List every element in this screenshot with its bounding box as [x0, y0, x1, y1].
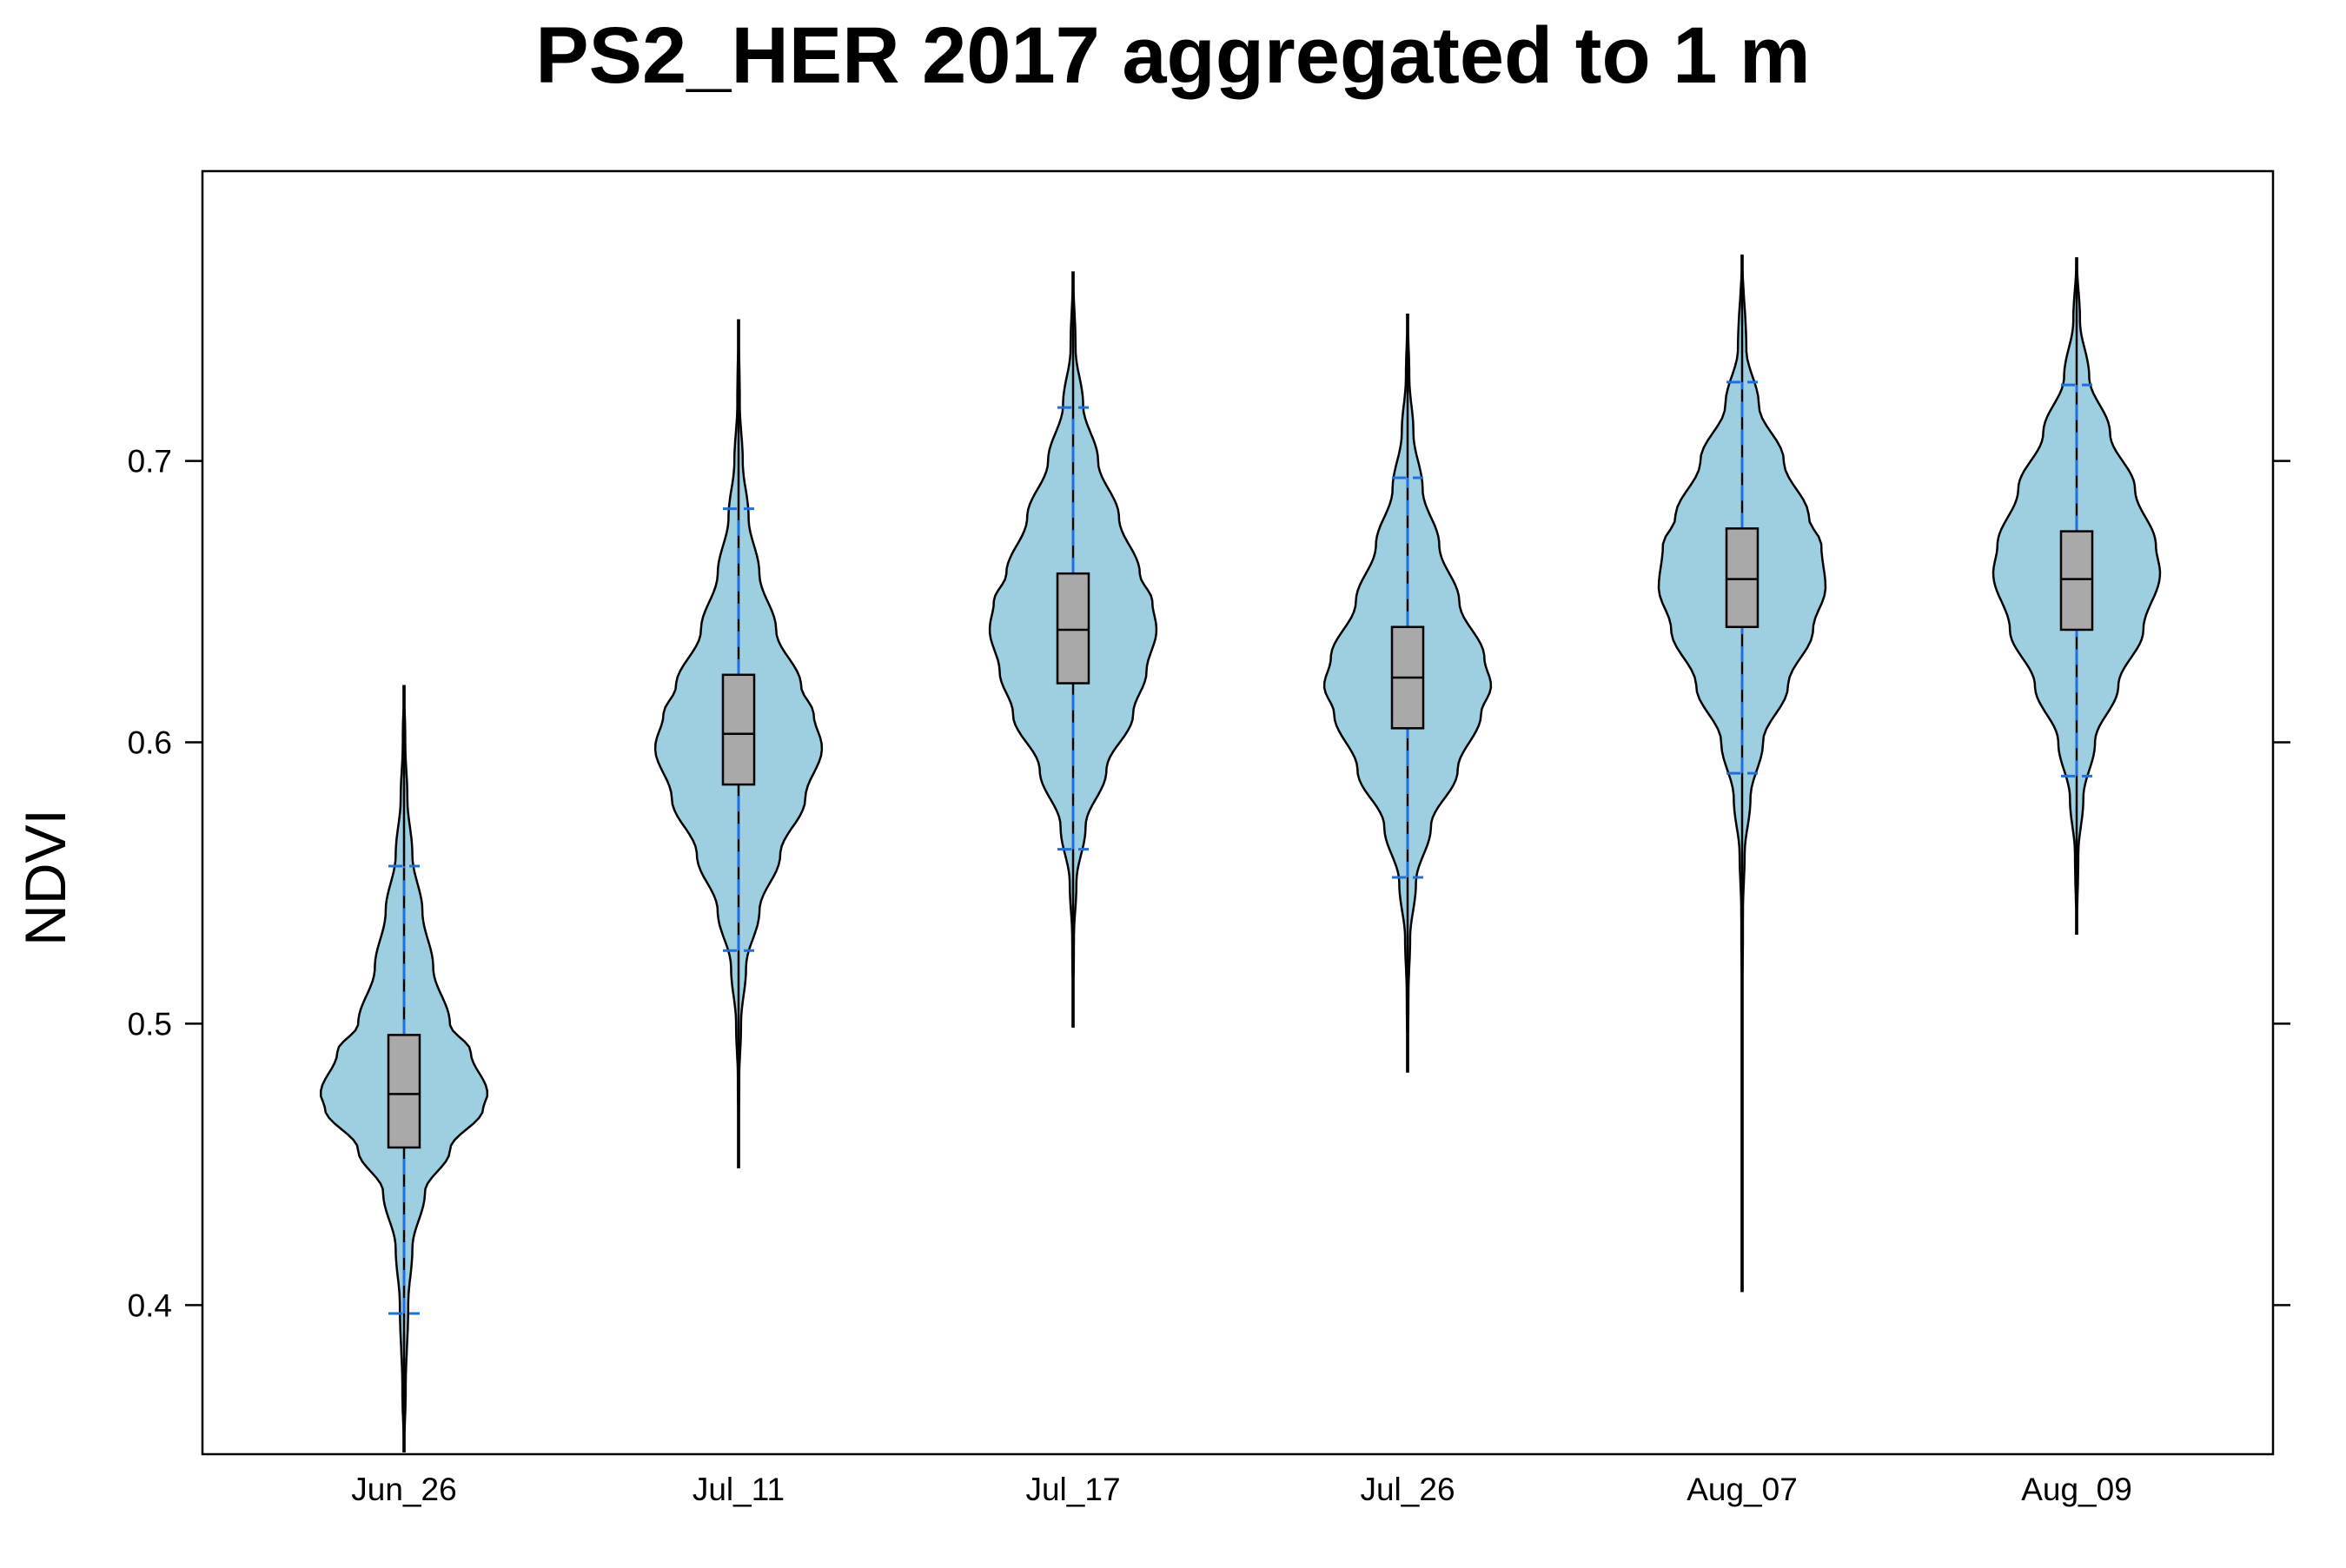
violin-jul-11 — [653, 319, 824, 1168]
x-axis: Jun_26 Jul_11 Jul_17 Jul_26 Aug_07 Aug_09 — [351, 1472, 2131, 1507]
violin-aug-09 — [1991, 257, 2162, 936]
box-iqr — [721, 673, 756, 786]
x-tick-label: Jun_26 — [351, 1472, 456, 1507]
x-tick-label: Aug_07 — [1687, 1472, 1798, 1507]
box-iqr — [2059, 530, 2094, 632]
x-tick-label: Jul_26 — [1360, 1472, 1455, 1507]
box-iqr — [1725, 527, 1760, 628]
box-iqr — [387, 1034, 421, 1149]
violin-jul-26 — [1322, 313, 1493, 1073]
y-tick-label: 0.7 — [128, 444, 172, 480]
violin-series — [319, 254, 2162, 1453]
y-tick-label: 0.6 — [128, 725, 172, 761]
y-tick-label: 0.5 — [128, 1006, 172, 1042]
x-tick-label: Jul_17 — [1025, 1472, 1120, 1507]
chart-title: PS2_HER 2017 aggregated to 1 m — [535, 11, 1810, 100]
violin-jun-26 — [319, 685, 489, 1453]
plot-frame — [201, 169, 2275, 1456]
x-tick-label: Jul_11 — [693, 1472, 785, 1507]
box-iqr — [1056, 572, 1090, 685]
violin-jul-17 — [988, 271, 1158, 1028]
violin-aug-07 — [1657, 254, 1827, 1293]
y-axis-label: NDVI — [13, 809, 77, 946]
x-tick-label: Aug_09 — [2021, 1472, 2132, 1507]
y-tick-label: 0.4 — [128, 1287, 172, 1323]
y-axis: 0.4 0.5 0.6 0.7 — [128, 444, 2290, 1323]
